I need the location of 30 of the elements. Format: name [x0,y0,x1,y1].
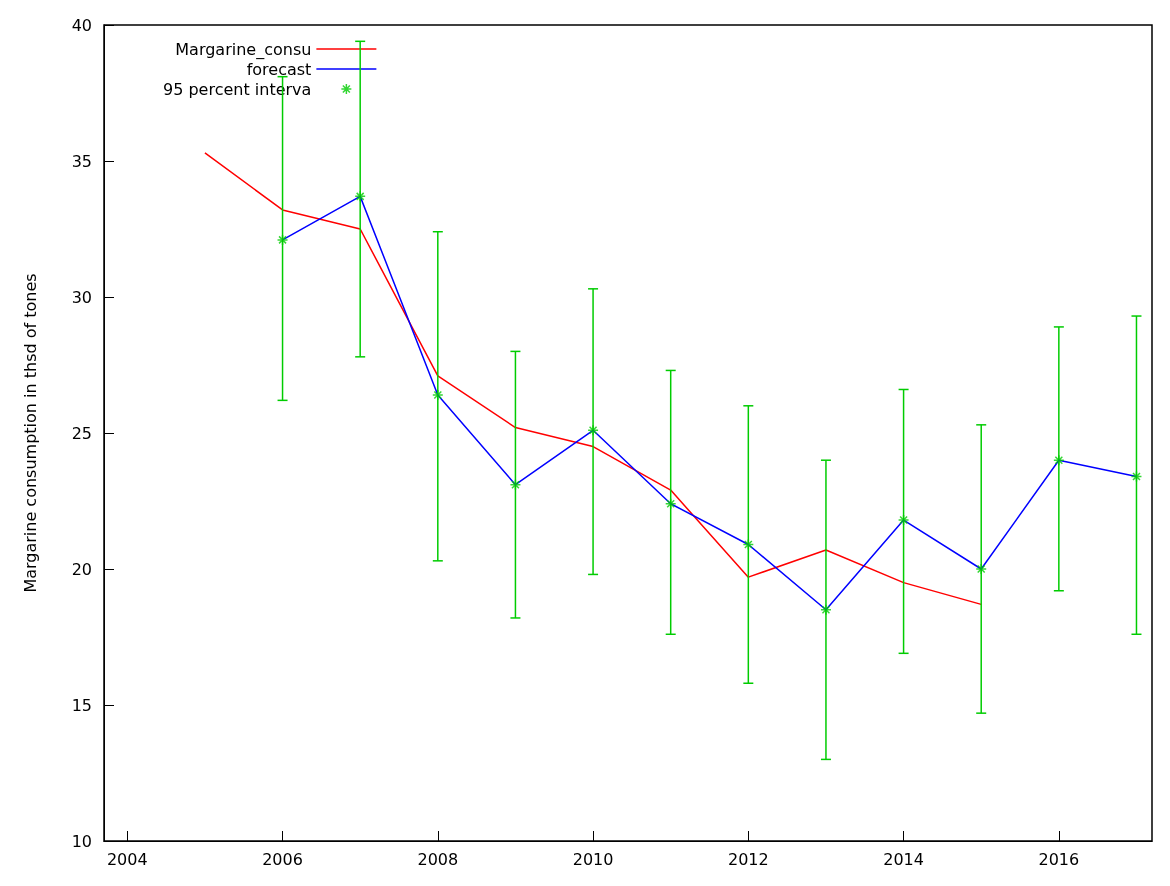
x-tick-label: 2010 [572,849,614,869]
point [742,538,755,551]
point [664,497,677,510]
y-tick-label: 15 [71,695,92,715]
point [1130,470,1143,483]
x-tick-label: 2012 [727,849,769,869]
point [975,563,987,575]
y-tick-label: 10 [71,831,92,851]
y-axis-title: Margarine consumption in thsd of tones [20,273,40,593]
y-tick-label: 30 [71,287,92,307]
x-tick-label: 2014 [883,849,924,869]
point [1053,454,1065,466]
point [276,234,289,246]
point [820,604,832,616]
point [587,424,599,437]
legend-label: forecast [246,59,312,79]
legend-label: Margarine_consu [175,39,312,60]
point [897,514,910,526]
point [509,478,522,491]
y-tick-label: 20 [71,559,92,579]
x-tick-label: 2004 [106,849,148,869]
x-tick-label: 2006 [262,849,303,869]
line-series [204,152,982,606]
point [432,389,444,401]
x-tick-label: 2008 [417,849,459,869]
x-tick-label: 2016 [1038,849,1080,869]
y-tick-label: 40 [71,15,92,35]
y-tick-label: 35 [71,151,92,171]
point [354,190,366,203]
y-tick-label: 25 [71,423,92,443]
